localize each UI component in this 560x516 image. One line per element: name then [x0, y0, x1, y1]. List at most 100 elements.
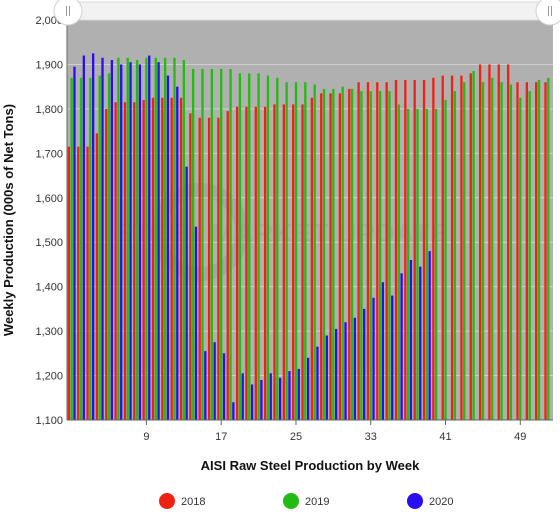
bar-2018-week-2[interactable] — [77, 146, 80, 420]
bar-2019-week-49[interactable] — [519, 97, 522, 421]
bar-2020-week-5[interactable] — [110, 60, 114, 420]
bar-2018-week-51[interactable] — [535, 82, 538, 420]
bar-2019-week-2[interactable] — [79, 77, 83, 421]
bar-2018-week-26[interactable] — [301, 104, 304, 420]
bar-2019-week-4[interactable] — [98, 75, 101, 421]
bar-2019-week-39[interactable] — [425, 108, 428, 420]
bar-2019-week-44[interactable] — [472, 71, 475, 420]
bar-2018-week-21[interactable] — [254, 106, 257, 421]
bar-2018-week-50[interactable] — [525, 82, 528, 420]
bar-2020-week-14[interactable] — [194, 226, 198, 420]
bar-2018-week-31[interactable] — [348, 88, 351, 420]
bar-2019-week-8[interactable] — [135, 60, 139, 420]
bar-2018-week-6[interactable] — [114, 102, 117, 420]
bar-2018-week-18[interactable] — [226, 111, 229, 420]
bar-2020-week-22[interactable] — [269, 373, 272, 420]
bar-2020-week-29[interactable] — [335, 328, 338, 420]
bar-2020-week-36[interactable] — [400, 273, 403, 420]
bar-2018-week-8[interactable] — [133, 102, 136, 420]
bar-2020-week-2[interactable] — [82, 55, 85, 421]
bar-2018-week-24[interactable] — [282, 104, 285, 420]
bar-2019-week-6[interactable] — [117, 57, 120, 421]
bar-2020-week-17[interactable] — [222, 353, 226, 420]
bar-2020-week-9[interactable] — [148, 55, 151, 421]
bar-2018-week-23[interactable] — [273, 104, 276, 420]
bar-2020-week-11[interactable] — [166, 75, 170, 421]
bar-2020-week-34[interactable] — [381, 282, 385, 420]
bar-2019-week-12[interactable] — [173, 57, 176, 421]
bar-2020-week-6[interactable] — [120, 64, 123, 420]
bar-2019-week-27[interactable] — [313, 84, 316, 420]
bar-2019-week-15[interactable] — [201, 68, 204, 420]
bar-2019-week-38[interactable] — [416, 108, 419, 420]
bar-2018-week-20[interactable] — [245, 106, 248, 421]
legend-item-2020[interactable]: 2020 — [407, 493, 453, 509]
bar-2018-week-32[interactable] — [357, 82, 360, 420]
bar-2020-week-23[interactable] — [278, 377, 282, 420]
bar-2020-week-31[interactable] — [353, 317, 357, 420]
bar-2018-week-33[interactable] — [366, 82, 370, 420]
bar-2020-week-13[interactable] — [185, 166, 188, 420]
bar-2018-week-52[interactable] — [544, 82, 547, 420]
bar-2019-week-52[interactable] — [547, 77, 550, 421]
bar-2019-week-7[interactable] — [126, 57, 129, 421]
bar-2019-week-35[interactable] — [388, 91, 391, 420]
bar-2018-week-12[interactable] — [170, 97, 173, 421]
bar-2018-week-37[interactable] — [404, 80, 407, 420]
bar-2018-week-49[interactable] — [516, 82, 519, 420]
bar-2020-week-32[interactable] — [363, 308, 366, 420]
bar-2020-week-27[interactable] — [316, 346, 319, 420]
bar-2018-week-19[interactable] — [235, 106, 239, 421]
bar-2018-week-36[interactable] — [394, 80, 398, 420]
bar-2019-week-25[interactable] — [294, 82, 298, 420]
bar-2019-week-37[interactable] — [406, 108, 410, 420]
bar-2019-week-29[interactable] — [332, 88, 335, 420]
bar-2018-week-16[interactable] — [207, 117, 211, 421]
bar-2018-week-10[interactable] — [151, 97, 155, 421]
bar-2019-week-40[interactable] — [435, 108, 438, 420]
bar-2018-week-11[interactable] — [161, 97, 164, 421]
bar-2018-week-42[interactable] — [450, 75, 454, 421]
bar-2018-week-43[interactable] — [460, 75, 463, 421]
bar-2018-week-40[interactable] — [432, 77, 435, 421]
bar-2019-week-10[interactable] — [154, 57, 157, 421]
bar-2020-week-30[interactable] — [344, 322, 347, 420]
bar-2019-week-50[interactable] — [528, 91, 531, 420]
bar-2020-week-33[interactable] — [372, 297, 375, 420]
bar-2020-week-15[interactable] — [204, 351, 207, 420]
bar-2020-week-38[interactable] — [419, 266, 422, 420]
bar-2019-week-42[interactable] — [453, 91, 457, 420]
bar-2020-week-20[interactable] — [250, 384, 254, 420]
bar-2020-week-8[interactable] — [138, 64, 142, 420]
bar-2020-week-37[interactable] — [409, 260, 413, 420]
bar-2020-week-4[interactable] — [101, 57, 104, 421]
range-navigator[interactable] — [53, 0, 560, 26]
bar-2020-week-25[interactable] — [297, 368, 300, 420]
bar-2019-week-11[interactable] — [163, 57, 167, 421]
bar-2019-week-1[interactable] — [70, 77, 73, 421]
bar-2018-week-22[interactable] — [263, 106, 267, 421]
bar-2018-week-48[interactable] — [506, 64, 510, 420]
bar-2019-week-14[interactable] — [192, 68, 195, 420]
bar-2018-week-41[interactable] — [441, 75, 444, 421]
bar-2018-week-44[interactable] — [469, 73, 472, 420]
bar-2020-week-19[interactable] — [241, 373, 244, 420]
bar-2020-week-10[interactable] — [157, 62, 160, 420]
bar-2019-week-22[interactable] — [266, 75, 270, 421]
bar-2020-week-7[interactable] — [129, 62, 132, 420]
bar-2019-week-31[interactable] — [350, 88, 354, 420]
bar-2019-week-33[interactable] — [369, 91, 372, 420]
legend-item-2019[interactable]: 2019 — [283, 493, 329, 509]
bar-2019-week-13[interactable] — [182, 60, 185, 420]
bar-2019-week-48[interactable] — [509, 84, 513, 420]
bar-2019-week-23[interactable] — [276, 77, 279, 421]
bar-2019-week-47[interactable] — [500, 82, 503, 420]
bar-2018-week-45[interactable] — [478, 64, 482, 420]
navigator-right-handle[interactable] — [535, 0, 560, 26]
bar-2019-week-24[interactable] — [285, 82, 288, 420]
bar-2019-week-9[interactable] — [145, 57, 148, 421]
bar-2019-week-19[interactable] — [238, 73, 242, 420]
bar-2019-week-18[interactable] — [229, 68, 232, 420]
bar-2018-week-28[interactable] — [320, 93, 323, 420]
bar-2019-week-36[interactable] — [397, 104, 400, 420]
